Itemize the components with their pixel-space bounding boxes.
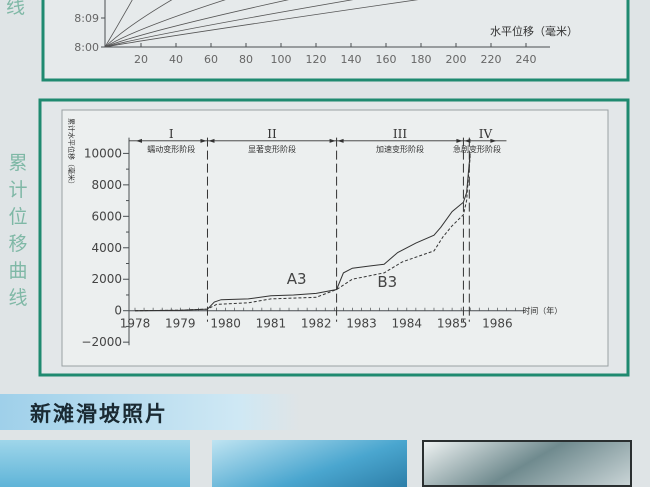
top-x-tick-label: 180 bbox=[411, 53, 432, 66]
stage-label: 显著变形阶段 bbox=[248, 144, 296, 154]
annotation-a3: A3 bbox=[287, 270, 307, 288]
y-axis-title: 累计水平位移（毫米） bbox=[67, 118, 76, 188]
stage-numeral: II bbox=[267, 127, 277, 141]
top-series-line bbox=[104, 0, 419, 48]
top-y-tick-label: 8:09 bbox=[74, 12, 99, 25]
stage-label: 加速变形阶段 bbox=[376, 144, 424, 154]
x-tick-label: 1981 bbox=[256, 317, 287, 331]
top-x-tick-label: 20 bbox=[134, 53, 148, 66]
y-tick-label: 8000 bbox=[91, 178, 122, 192]
x-tick-label: 1979 bbox=[165, 317, 196, 331]
top-series-line bbox=[104, 0, 354, 48]
top-x-tick-label: 240 bbox=[516, 53, 537, 66]
side-title: 累计位移曲线 bbox=[8, 152, 28, 309]
stage-label: 急剧变形阶段 bbox=[453, 144, 501, 154]
x-tick-label: 1980 bbox=[210, 317, 241, 331]
landslide-photo-2[interactable] bbox=[212, 440, 407, 487]
chart-panel bbox=[61, 109, 609, 367]
top-series-line bbox=[104, 0, 226, 48]
top-x-tick-label: 220 bbox=[481, 53, 502, 66]
displacement-chart: 10000 8000 6000 4000 2000 0 −2000 1978 1979 1980 1… bbox=[67, 118, 562, 349]
x-tick-label: 1978 bbox=[120, 317, 151, 331]
x-tick-label: 1984 bbox=[392, 317, 423, 331]
x-tick-label: 1985 bbox=[437, 317, 468, 331]
top-series-line bbox=[104, 0, 133, 48]
stage-numeral: III bbox=[393, 127, 407, 141]
y-tick-label: 2000 bbox=[91, 272, 122, 286]
x-tick-label: 1986 bbox=[482, 317, 513, 331]
y-tick-label: 10000 bbox=[84, 146, 122, 160]
photos-banner: 新滩滑坡照片 bbox=[0, 394, 300, 430]
series-solid-line bbox=[134, 153, 471, 312]
x-tick-label: 1983 bbox=[346, 317, 377, 331]
top-x-tick-label: 160 bbox=[376, 53, 397, 66]
landslide-photo-3[interactable] bbox=[422, 440, 632, 487]
top-series-line bbox=[104, 0, 289, 48]
x-axis-title: 时间（年） bbox=[522, 306, 562, 316]
top-x-tick-label: 40 bbox=[169, 53, 183, 66]
y-tick-label: 0 bbox=[114, 304, 122, 318]
photos-banner-title: 新滩滑坡照片 bbox=[30, 402, 168, 426]
top-x-tick-label: 100 bbox=[271, 53, 292, 66]
top-chart-frame bbox=[41, 0, 630, 82]
top-y-tick-label: 8:00 bbox=[74, 41, 99, 54]
top-x-axis-title: 水平位移（毫米） bbox=[490, 24, 578, 38]
y-tick-label: 4000 bbox=[91, 241, 122, 255]
y-tick-label: 6000 bbox=[91, 209, 122, 223]
top-chart: 8:09 8:00 20 40 60 80 100 120 140 160 180 200 220 240… bbox=[74, 0, 578, 66]
series-dashed-line bbox=[134, 156, 471, 312]
top-x-tick-label: 200 bbox=[446, 53, 467, 66]
top-x-tick-label: 60 bbox=[204, 53, 218, 66]
annotation-b3: B3 bbox=[377, 273, 397, 291]
landslide-photo-1[interactable] bbox=[0, 440, 190, 487]
y-tick-label: −2000 bbox=[81, 335, 122, 349]
side-title-fragment: 线 bbox=[6, 0, 26, 18]
top-x-tick-label: 80 bbox=[239, 53, 253, 66]
top-x-tick-label: 120 bbox=[306, 53, 327, 66]
top-series-line bbox=[104, 0, 173, 48]
stage-label: 蠕动变形阶段 bbox=[147, 144, 195, 154]
top-x-tick-label: 140 bbox=[341, 53, 362, 66]
x-tick-label: 1982 bbox=[301, 317, 332, 331]
stage-numeral: IV bbox=[479, 127, 493, 141]
stage-numeral: I bbox=[169, 127, 174, 141]
